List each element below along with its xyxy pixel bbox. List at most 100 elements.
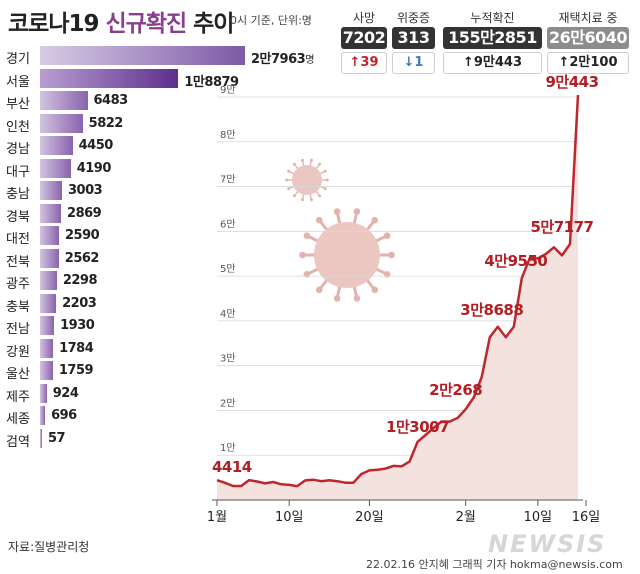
region-value-number: 924 <box>52 385 79 401</box>
region-bar <box>40 316 55 335</box>
region-value: 924 <box>53 386 79 401</box>
region-value: 4450 <box>78 138 114 153</box>
region-bar <box>40 383 47 403</box>
x-tick-label: 20일 <box>355 510 384 525</box>
region-label: 대전 <box>6 232 30 247</box>
region-value: 1759 <box>58 363 94 378</box>
region-value: 696 <box>51 408 77 423</box>
region-label: 제주 <box>6 389 30 405</box>
stat-value: 7202 <box>341 27 387 49</box>
y-tick-label: 9만 <box>220 84 236 96</box>
stat-label: 위중증 <box>396 11 431 25</box>
stat-change: ↓1 <box>392 52 435 74</box>
y-tick-label: 5만 <box>220 263 236 275</box>
x-tick-label: 10일 <box>524 510 553 525</box>
region-bar <box>40 203 62 223</box>
trend-line <box>216 94 580 488</box>
region-value-number: 2869 <box>67 205 102 221</box>
source-note: 자료:질병관리청 <box>8 540 90 554</box>
region-value-number: 1930 <box>60 318 95 333</box>
region-label: 세종 <box>6 412 30 427</box>
region-value: 2298 <box>62 273 98 288</box>
region-bar <box>40 248 59 268</box>
region-value: 5822 <box>88 115 124 131</box>
region-value: 2590 <box>64 228 100 243</box>
region-value-number: 696 <box>51 408 77 423</box>
region-value: 2562 <box>65 251 100 266</box>
data-label: 9만443 <box>545 73 598 91</box>
region-label: 전남 <box>6 322 30 337</box>
region-label: 경기 <box>6 52 30 67</box>
region-label: 검역 <box>6 434 30 450</box>
region-value-number: 3003 <box>68 183 103 198</box>
data-label: 5만7177 <box>530 218 593 236</box>
data-label: 4만9550 <box>484 252 547 270</box>
stat-value: 313 <box>392 27 435 49</box>
region-value-number: 1만8879 <box>184 74 239 90</box>
x-tick-label: 10일 <box>275 510 304 525</box>
stat-label: 누적확진 <box>470 11 515 25</box>
region-bar <box>40 136 73 155</box>
region-bar <box>40 113 83 133</box>
region-value-number: 2590 <box>64 228 100 243</box>
chart-title: 코로나19 신규확진 추이 <box>8 11 234 37</box>
region-value: 2203 <box>62 295 97 311</box>
region-bar <box>40 361 53 380</box>
region-value-number: 5822 <box>88 115 124 131</box>
data-label: 4414 <box>212 458 252 476</box>
stat-change: ↑39 <box>341 52 387 74</box>
region-bar <box>40 271 57 290</box>
credit-line: 22.02.16 안지혜 그래픽 기자 hokma@newsis.com <box>366 558 623 571</box>
region-bar <box>40 158 71 178</box>
region-bar <box>40 68 179 88</box>
stat-change: ↑2만100 <box>547 52 629 74</box>
stat-change: ↑9만443 <box>443 52 542 74</box>
x-tick-label: 1월 <box>207 510 227 525</box>
region-value-number: 2298 <box>62 273 98 288</box>
region-value-number: 1759 <box>58 363 94 378</box>
x-tick-label: 16일 <box>572 510 601 525</box>
region-value-number: 4450 <box>78 138 114 153</box>
region-bar <box>40 406 46 425</box>
stat-value: 26만6040 <box>547 27 629 49</box>
region-bar <box>40 46 245 65</box>
region-label: 전북 <box>6 254 30 270</box>
data-label: 2만268 <box>429 381 482 399</box>
region-label: 부산 <box>6 97 30 112</box>
unit-note: 0시 기준, 단위:명 <box>230 14 312 27</box>
region-label: 강원 <box>6 344 30 360</box>
region-value-number: 2203 <box>62 295 97 311</box>
region-bar <box>40 181 62 200</box>
stat-label: 사망 <box>352 11 376 25</box>
region-label: 경남 <box>6 142 30 157</box>
region-label: 서울 <box>6 74 30 90</box>
y-tick-label: 6만 <box>220 218 236 230</box>
stat-value: 155만2851 <box>443 27 542 49</box>
region-value: 3003 <box>68 183 103 198</box>
region-value: 1930 <box>60 318 95 333</box>
region-value: 2만7963명 <box>251 48 314 67</box>
area-fill <box>217 95 578 500</box>
newsis-logo: NEWSIS <box>488 530 607 558</box>
region-label: 충북 <box>6 299 30 315</box>
virus-illustration-small <box>285 158 329 202</box>
region-label: 대구 <box>6 164 30 180</box>
region-bar <box>40 428 42 448</box>
region-value-number: 4190 <box>76 160 112 176</box>
region-value: 1784 <box>59 341 94 356</box>
region-value-number: 2만7963 <box>251 52 306 67</box>
region-value-number: 57 <box>48 430 66 446</box>
virus-illustration-large <box>299 208 395 302</box>
region-label: 인천 <box>6 119 30 135</box>
region-bar <box>40 226 59 245</box>
region-value: 2869 <box>67 205 102 221</box>
region-bar <box>40 338 54 358</box>
region-value: 6483 <box>93 93 129 108</box>
region-label: 충남 <box>6 187 30 202</box>
region-bar <box>40 293 57 313</box>
region-label: 울산 <box>6 367 30 382</box>
region-value: 57 <box>48 430 66 446</box>
region-value: 4190 <box>76 160 112 176</box>
region-value-number: 6483 <box>93 93 129 108</box>
